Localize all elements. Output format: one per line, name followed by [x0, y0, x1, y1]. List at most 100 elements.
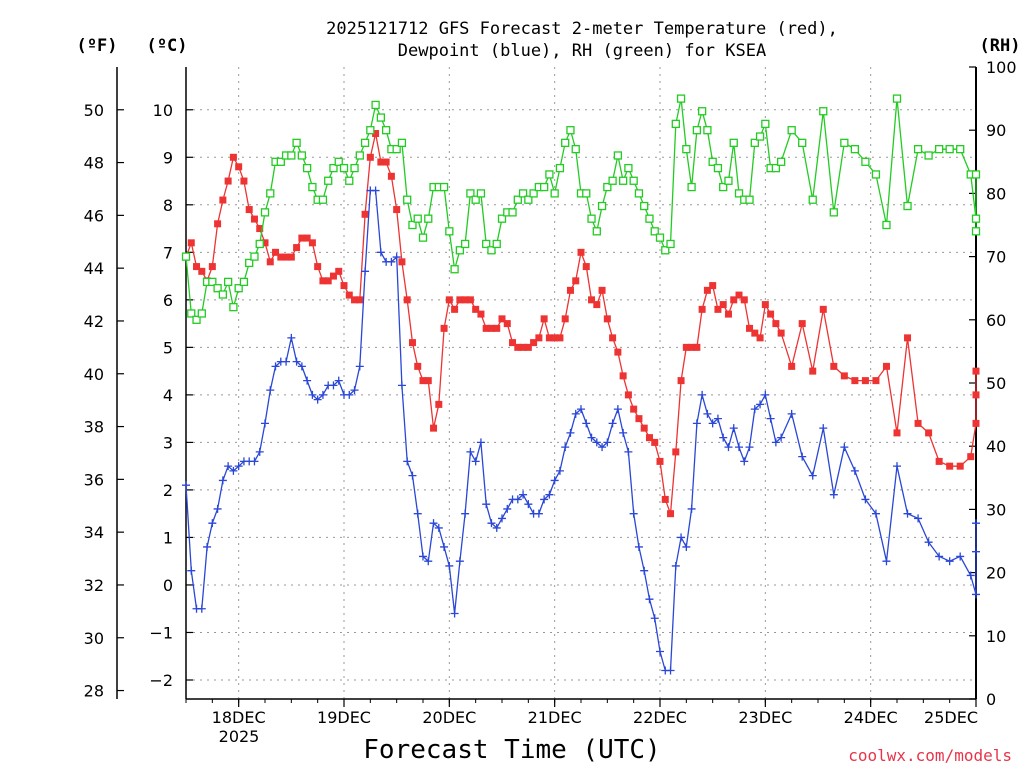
fahrenheit-tick-label: 38: [84, 418, 104, 437]
dewpoint-point: [287, 333, 296, 342]
rh-point: [350, 163, 359, 173]
temperature-point: [393, 206, 401, 214]
rh-point: [250, 252, 259, 261]
temperature-point: [229, 153, 237, 161]
dewpoint-line: [185, 189, 977, 672]
rh-point: [208, 277, 217, 287]
dewpoint-point: [471, 457, 480, 466]
temperature-point: [472, 305, 480, 313]
dewpoint-point: [666, 666, 675, 675]
rh-point: [934, 145, 944, 154]
rh-point: [661, 246, 670, 255]
dewpoint-point: [745, 443, 754, 452]
dewpoint-point: [455, 557, 464, 566]
fahrenheit-tick-label: 28: [84, 682, 104, 701]
temperature-point: [935, 457, 943, 465]
rh-point: [360, 138, 370, 147]
dewpoint-point: [956, 552, 965, 561]
rh-point: [308, 182, 317, 192]
fahrenheit-tick-label: 46: [84, 206, 104, 225]
rh-point: [745, 195, 754, 204]
fahrenheit-tick-label: 30: [84, 629, 104, 648]
rh-point: [850, 145, 860, 154]
rh-point: [539, 182, 549, 192]
temperature-point: [872, 377, 880, 385]
rh-point: [618, 176, 628, 185]
dewpoint-point: [350, 386, 359, 395]
celsius-tick-label: −2: [149, 671, 173, 690]
rh-point: [466, 189, 475, 198]
temperature-point: [214, 220, 222, 228]
dewpoint-point: [187, 566, 196, 575]
rh-point: [339, 163, 349, 173]
rh-point: [597, 201, 607, 211]
temperature-point: [240, 177, 248, 185]
rh-point: [971, 227, 981, 236]
rh-point: [445, 227, 454, 236]
temperature-point: [435, 400, 443, 408]
temperature-point: [724, 310, 732, 318]
temperature-point: [419, 377, 427, 385]
dewpoint-point: [487, 519, 496, 528]
dewpoint-point: [613, 405, 622, 414]
rh-point: [650, 227, 659, 236]
rh-point: [913, 145, 923, 154]
fahrenheit-unit-label: (ºF): [77, 36, 118, 56]
rh-point: [424, 214, 433, 223]
rh-point: [508, 208, 517, 217]
rh-point: [497, 214, 507, 223]
dewpoint-point: [903, 509, 912, 518]
temperature-point: [667, 510, 675, 518]
dewpoint-point: [798, 452, 807, 461]
fahrenheit-tick-label: 42: [84, 312, 104, 331]
rh-point: [376, 113, 386, 122]
temperature-point: [356, 296, 364, 304]
rh-point: [708, 157, 717, 166]
temperature-point: [440, 324, 448, 332]
rh-point: [403, 195, 412, 204]
dewpoint-point: [197, 604, 206, 613]
dewpoint-point: [582, 419, 591, 428]
fahrenheit-tick-label: 48: [84, 154, 104, 173]
temperature-point: [287, 253, 295, 261]
dewpoint-point: [924, 538, 933, 547]
temperature-point: [293, 244, 301, 252]
temperature-point: [545, 334, 553, 342]
rh-point: [334, 157, 343, 166]
rh-point: [903, 201, 912, 211]
temperature-point: [661, 495, 669, 503]
rh-point: [724, 176, 733, 185]
temperature-point: [398, 258, 406, 266]
temperature-point: [893, 429, 901, 437]
dewpoint-point: [945, 557, 954, 566]
temperature-point: [672, 448, 680, 456]
dewpoint-point: [698, 390, 707, 399]
rh-point: [181, 252, 191, 261]
temperature-point: [640, 424, 648, 432]
dewpoint-point: [408, 471, 417, 480]
dewpoint-point: [871, 509, 880, 518]
rh-point: [545, 170, 554, 179]
temperature-point: [624, 391, 632, 399]
temperature-point: [572, 277, 580, 285]
temperature-point: [735, 291, 743, 299]
temperature-point: [740, 296, 748, 304]
dewpoint-point: [914, 514, 923, 523]
dewpoint-point: [561, 443, 570, 452]
dewpoint-point: [224, 462, 233, 471]
dewpoint-point: [840, 443, 849, 452]
temperature-point: [250, 215, 258, 223]
temperature-point: [972, 367, 980, 375]
dewpoint-point: [650, 614, 659, 623]
axes: −2−1012345678910283032343638404244464850…: [84, 58, 1017, 727]
rh-point: [561, 138, 570, 147]
rh-point: [397, 138, 407, 147]
rh-tick-label: 50: [986, 374, 1006, 393]
celsius-tick-label: 5: [163, 338, 173, 357]
dewpoint-point: [587, 433, 596, 442]
temperature-point: [809, 367, 817, 375]
temperature-point: [709, 282, 717, 290]
rh-point: [734, 189, 744, 198]
dewpoint-point: [208, 519, 217, 528]
temperature-point: [466, 296, 474, 304]
